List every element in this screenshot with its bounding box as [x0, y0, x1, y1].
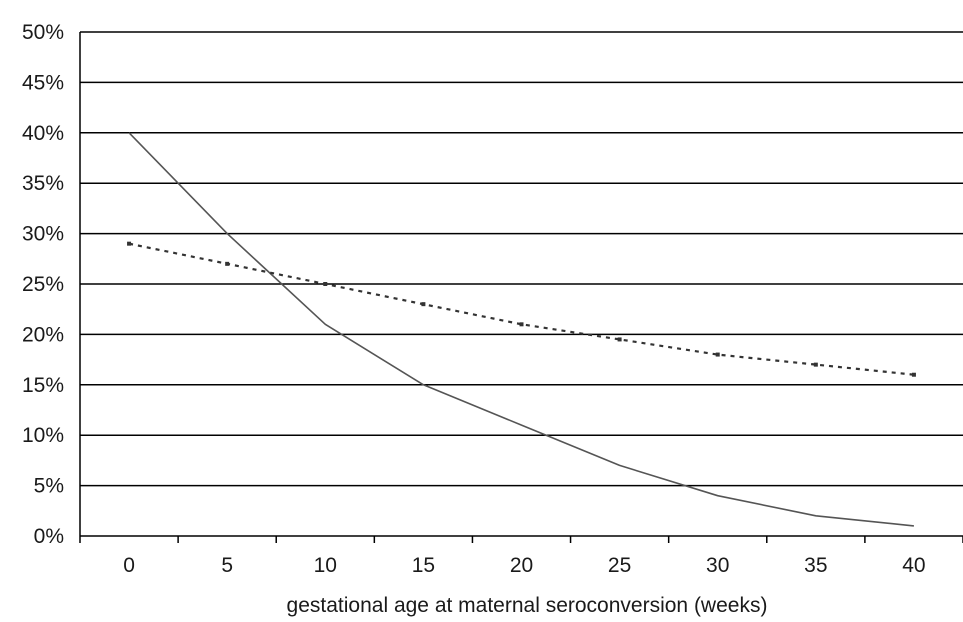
dotted-series-point: [911, 372, 916, 377]
y-tick-label: 40%: [22, 122, 64, 145]
dotted-series-point: [813, 362, 818, 367]
dotted-series-point: [127, 241, 132, 246]
x-tick-label: 10: [314, 554, 337, 577]
dotted-series-point: [617, 337, 622, 342]
series-layer: [127, 132, 916, 527]
dotted-series-point: [519, 322, 524, 327]
x-tick-label: 40: [902, 554, 925, 577]
dotted-series-point: [421, 302, 426, 307]
x-tick-label: 0: [123, 554, 135, 577]
grid-layer: [80, 31, 963, 537]
x-tick-label: 20: [510, 554, 533, 577]
x-axis-title: gestational age at maternal seroconversi…: [287, 594, 768, 617]
x-tick-label: 35: [804, 554, 827, 577]
x-tick-label: 25: [608, 554, 631, 577]
y-tick-label: 30%: [22, 223, 64, 246]
x-tick-label: 30: [706, 554, 729, 577]
axis-layer: [79, 32, 963, 543]
y-tick-label: 0%: [34, 525, 64, 548]
dotted-series-line: [128, 242, 915, 376]
y-tick-label: 20%: [22, 323, 64, 346]
solid-series-line: [128, 132, 914, 527]
label-layer: 0% 5% 10% 15% 20% 25% 30% 35% 40% 45% 50% 0 5 10 15 20 2…: [22, 21, 926, 577]
y-tick-label: 10%: [22, 424, 64, 447]
y-tick-label: 45%: [22, 71, 64, 94]
y-tick-label: 35%: [22, 172, 64, 195]
y-tick-label: 50%: [22, 21, 64, 44]
dotted-series-point: [323, 282, 328, 286]
x-tick-label: 5: [221, 554, 233, 577]
dotted-series-point: [715, 352, 720, 357]
dotted-series-point: [225, 261, 230, 266]
y-tick-label: 25%: [22, 273, 64, 296]
x-tick-label: 15: [412, 554, 435, 577]
y-tick-label: 15%: [22, 374, 64, 397]
y-tick-label: 5%: [34, 475, 64, 498]
